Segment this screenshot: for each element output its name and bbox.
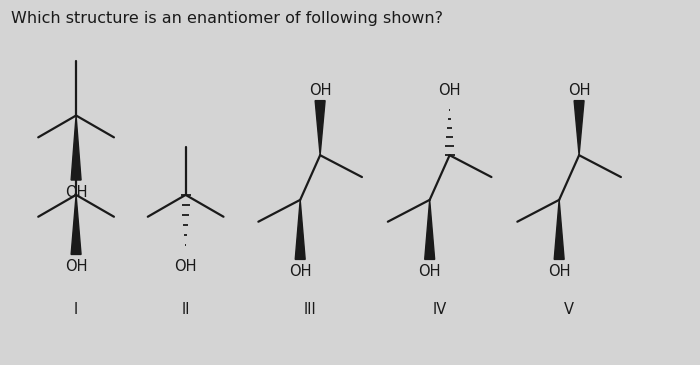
Polygon shape bbox=[71, 115, 81, 180]
Text: III: III bbox=[304, 301, 316, 316]
Polygon shape bbox=[554, 200, 564, 260]
Text: OH: OH bbox=[309, 82, 331, 98]
Text: OH: OH bbox=[568, 82, 590, 98]
Text: OH: OH bbox=[548, 264, 570, 279]
Text: OH: OH bbox=[419, 264, 441, 279]
Text: Which structure is an enantiomer of following shown?: Which structure is an enantiomer of foll… bbox=[11, 11, 443, 26]
Text: OH: OH bbox=[65, 185, 88, 200]
Text: OH: OH bbox=[174, 260, 197, 274]
Text: OH: OH bbox=[65, 260, 88, 274]
Text: IV: IV bbox=[433, 301, 447, 316]
Polygon shape bbox=[71, 195, 81, 254]
Text: OH: OH bbox=[289, 264, 312, 279]
Polygon shape bbox=[295, 200, 305, 260]
Polygon shape bbox=[574, 101, 584, 155]
Text: I: I bbox=[74, 301, 78, 316]
Text: V: V bbox=[564, 301, 574, 316]
Text: II: II bbox=[181, 301, 190, 316]
Text: OH: OH bbox=[438, 82, 461, 98]
Polygon shape bbox=[315, 101, 325, 155]
Polygon shape bbox=[425, 200, 435, 260]
